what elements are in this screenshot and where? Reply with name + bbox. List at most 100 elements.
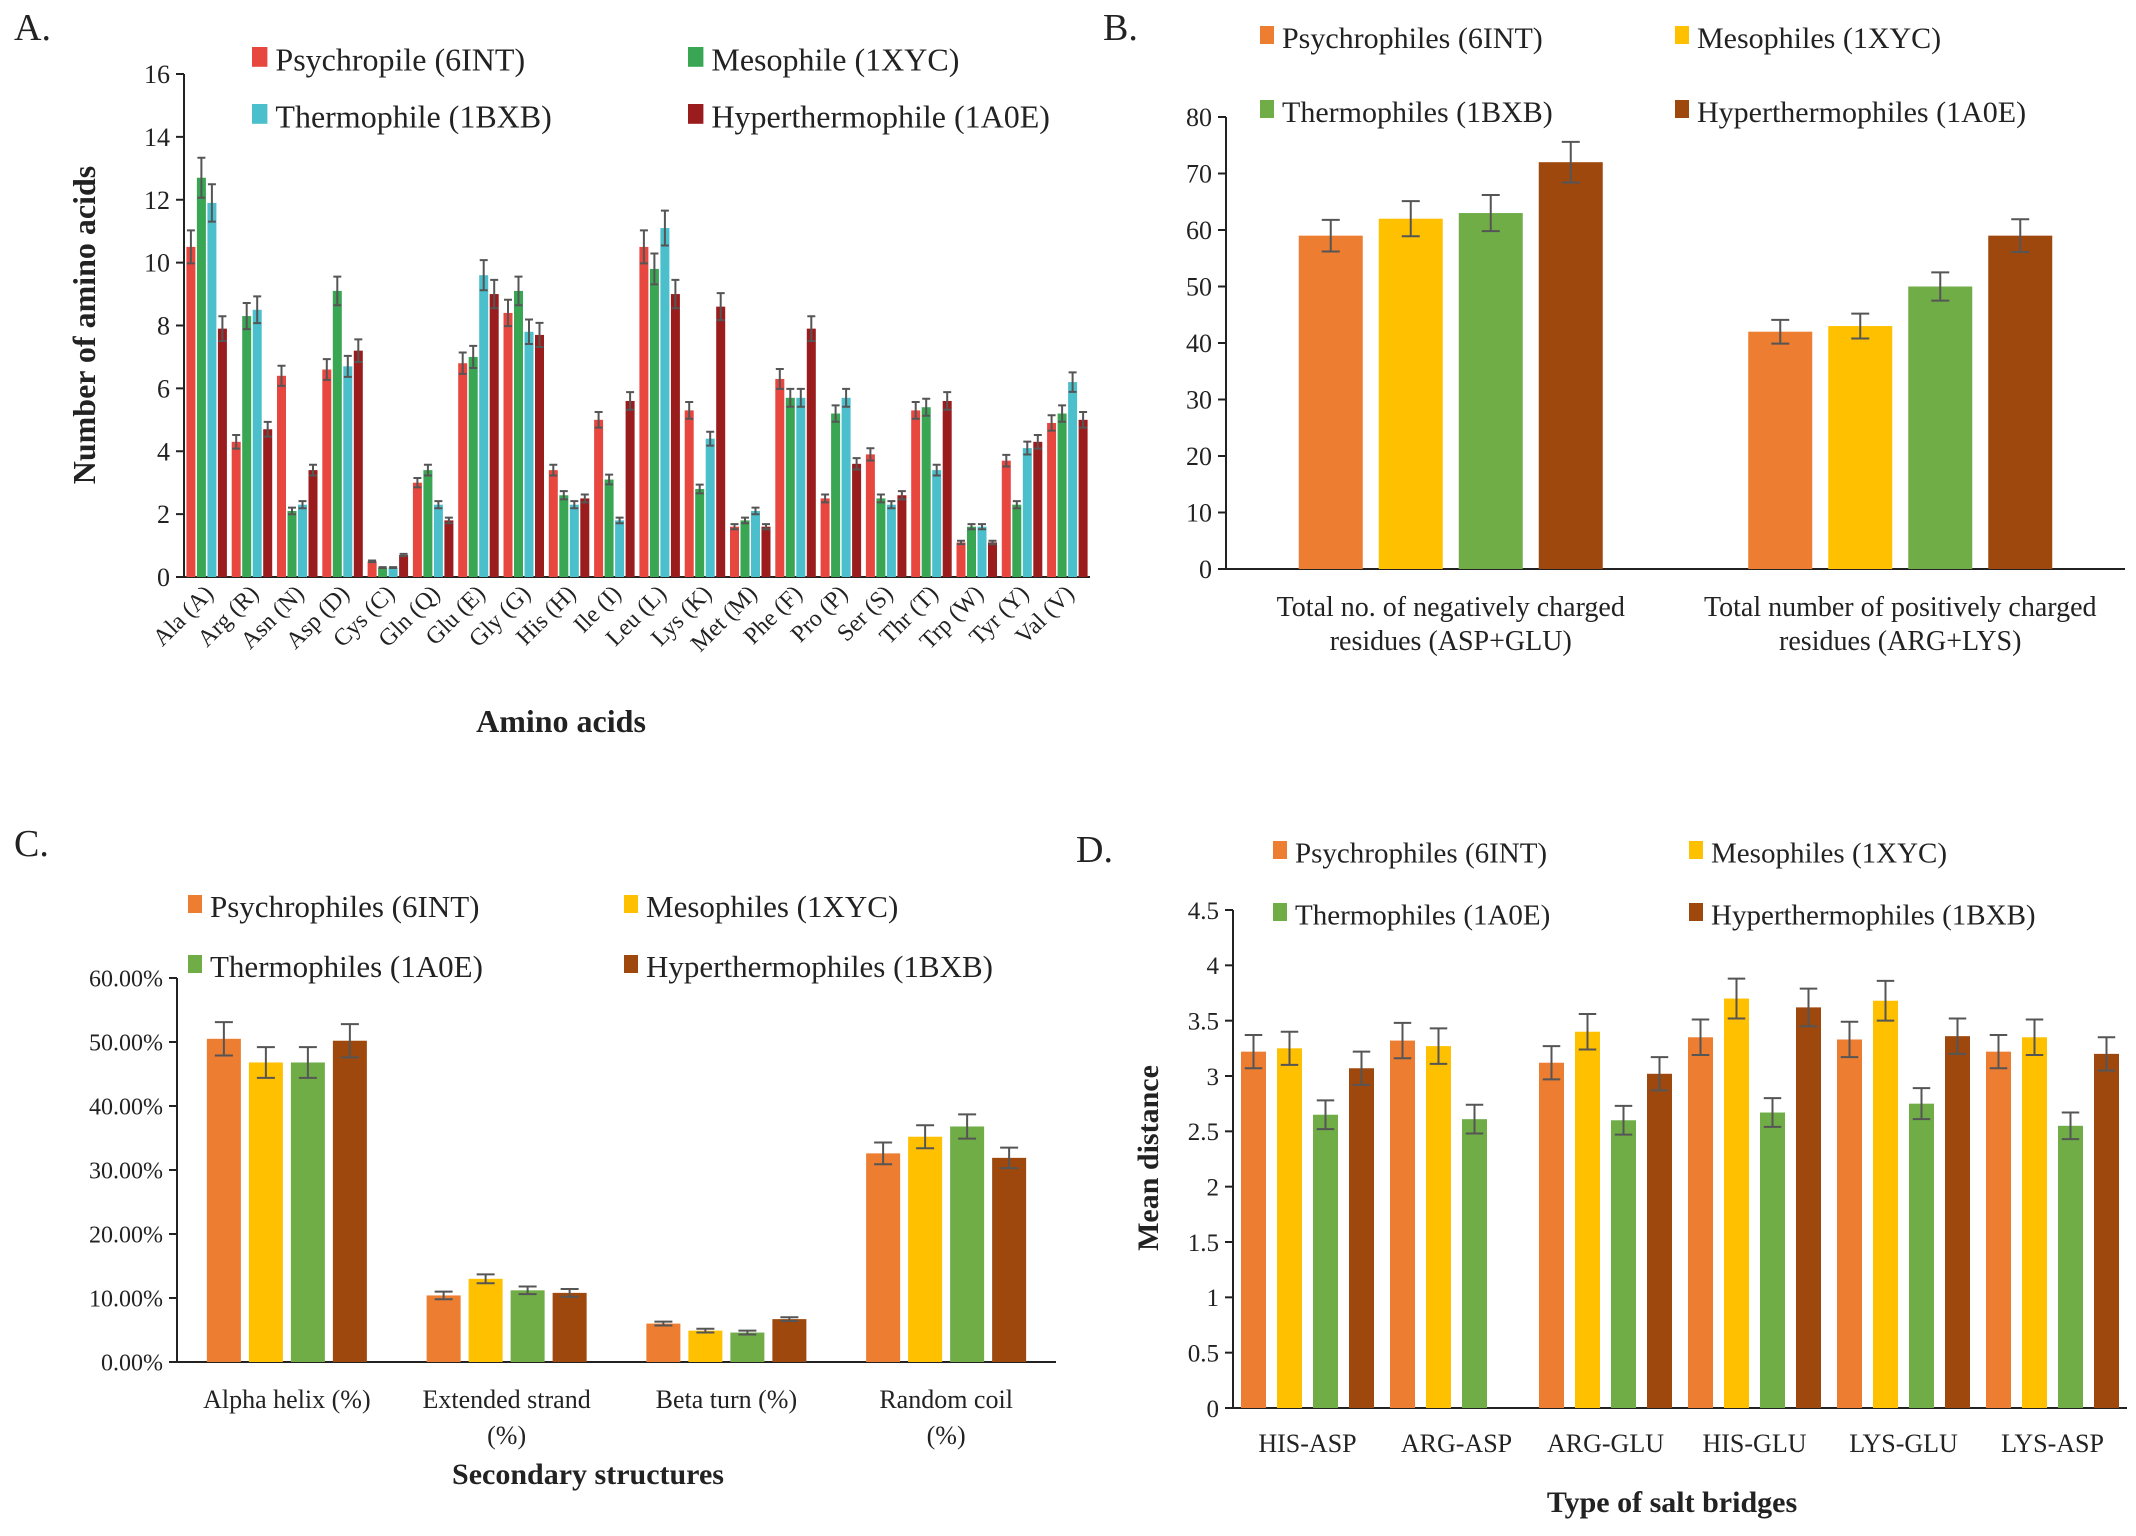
error-bar	[340, 1023, 359, 1059]
legend-swatch	[688, 47, 704, 67]
error-bar	[1650, 1056, 1669, 1092]
error-bar	[1542, 1045, 1561, 1081]
error-bar	[911, 401, 920, 420]
y-tick-label: 40	[1186, 329, 1212, 358]
x-tick-label: Random coil	[879, 1385, 1013, 1414]
y-tick-label: 0	[1207, 1396, 1220, 1423]
legend-swatch	[1260, 26, 1274, 44]
error-bar	[1079, 410, 1088, 429]
bar-thermophile	[886, 504, 896, 577]
legend-label: Mesophile (1XYC)	[711, 42, 959, 78]
bar-thermophiles	[1908, 286, 1973, 569]
y-tick-label: 20	[1186, 442, 1212, 471]
error-bar	[1691, 1018, 1710, 1056]
bar-psychropile	[956, 542, 966, 577]
error-bar	[1771, 318, 1790, 345]
error-bar	[277, 364, 286, 387]
bar-mesophile	[785, 397, 795, 577]
error-bar	[1840, 1020, 1859, 1059]
bar-hyperthermophiles	[1796, 1007, 1821, 1408]
error-bar	[780, 1316, 799, 1323]
bar-hyperthermophiles	[1538, 162, 1603, 569]
error-bar	[831, 404, 840, 423]
error-bar	[887, 500, 896, 510]
bar-psychrophiles	[1748, 331, 1813, 569]
y-tick-label: 1	[1207, 1285, 1220, 1312]
error-bar	[368, 559, 377, 564]
bar-mesophile	[831, 413, 841, 577]
bar-mesophile	[423, 470, 433, 577]
bar-psychropile	[458, 363, 468, 577]
error-bar	[738, 1329, 757, 1336]
bar-psychropile	[186, 246, 196, 577]
bar-mesophiles	[1426, 1046, 1451, 1408]
error-bar	[695, 483, 704, 495]
error-bar	[671, 278, 680, 310]
error-bar	[821, 493, 830, 504]
error-bar	[654, 1320, 673, 1327]
error-bar	[479, 259, 488, 292]
bar-mesophile	[921, 407, 931, 577]
y-tick-label: 60.00%	[89, 966, 163, 992]
error-bar	[197, 156, 206, 199]
bar-mesophile	[287, 510, 297, 577]
bar-mesophile	[876, 498, 886, 577]
error-bar	[1002, 453, 1011, 468]
x-tick-label: residues (ASP+GLU)	[1330, 626, 1572, 657]
chart-panel-d: D. Psychrophiles (6INT) Mesophiles (1XYC) T…	[1076, 829, 2127, 1519]
bar-hyperthermophile	[489, 294, 499, 577]
bar-thermophile	[388, 567, 398, 577]
bar-mesophiles	[1724, 998, 1749, 1408]
error-bar	[1058, 404, 1067, 423]
y-tick-label: 40.00%	[89, 1094, 163, 1120]
bar-hyperthermophile	[263, 429, 273, 577]
bar-mesophile	[740, 520, 750, 577]
bar-mesophiles	[468, 1278, 503, 1362]
bar-thermophiles	[950, 1126, 985, 1362]
bar-psychrophiles	[1986, 1051, 2011, 1408]
y-tick-label: 0.00%	[101, 1350, 163, 1376]
bar-psychropile	[639, 246, 649, 577]
bar-psychrophiles	[1390, 1040, 1415, 1408]
y-tick-label: 30	[1186, 386, 1212, 415]
bar-mesophile	[967, 526, 976, 577]
error-bar	[1352, 1050, 1371, 1086]
y-tick-label: 8	[157, 312, 170, 341]
error-bar	[343, 354, 352, 378]
error-bar	[685, 401, 694, 420]
legend-label: Mesophiles (1XYC)	[1711, 838, 1947, 870]
bar-hyperthermophiles	[992, 1157, 1027, 1362]
bar-hyperthermophiles	[2094, 1053, 2119, 1408]
error-bar	[1429, 1027, 1448, 1065]
bar-psychropile	[865, 454, 875, 577]
y-tick-label: 2.5	[1188, 1119, 1219, 1146]
error-bar	[560, 1288, 579, 1298]
bar-mesophile	[514, 290, 523, 577]
legend-swatch	[252, 47, 268, 67]
legend-swatch	[188, 895, 202, 913]
bar-mesophile	[196, 177, 206, 577]
error-bar	[762, 523, 770, 531]
error-bar	[469, 344, 478, 369]
y-tick-label: 0	[1199, 555, 1212, 584]
error-bar	[413, 476, 422, 489]
error-bar	[232, 434, 241, 450]
error-bar	[399, 552, 408, 558]
y-tick-label: 3.5	[1188, 1008, 1219, 1035]
bar-mesophiles	[1378, 218, 1443, 569]
bar-psychropile	[367, 561, 377, 577]
bar-thermophile	[433, 504, 443, 577]
bar-thermophiles	[1611, 1120, 1636, 1408]
bar-hyperthermophiles	[1647, 1073, 1672, 1408]
error-bar	[253, 295, 262, 325]
error-bar	[186, 229, 195, 265]
bar-thermophile	[751, 510, 760, 577]
bar-thermophiles	[1760, 1112, 1785, 1408]
bar-psychrophiles	[426, 1295, 461, 1362]
error-bar	[1244, 1034, 1263, 1070]
legend-label: Thermophiles (1A0E)	[1295, 900, 1550, 932]
bar-thermophile	[524, 331, 534, 577]
x-tick-label: Extended strand	[423, 1385, 591, 1414]
error-bar	[1000, 1146, 1019, 1170]
bar-thermophiles	[510, 1290, 545, 1362]
